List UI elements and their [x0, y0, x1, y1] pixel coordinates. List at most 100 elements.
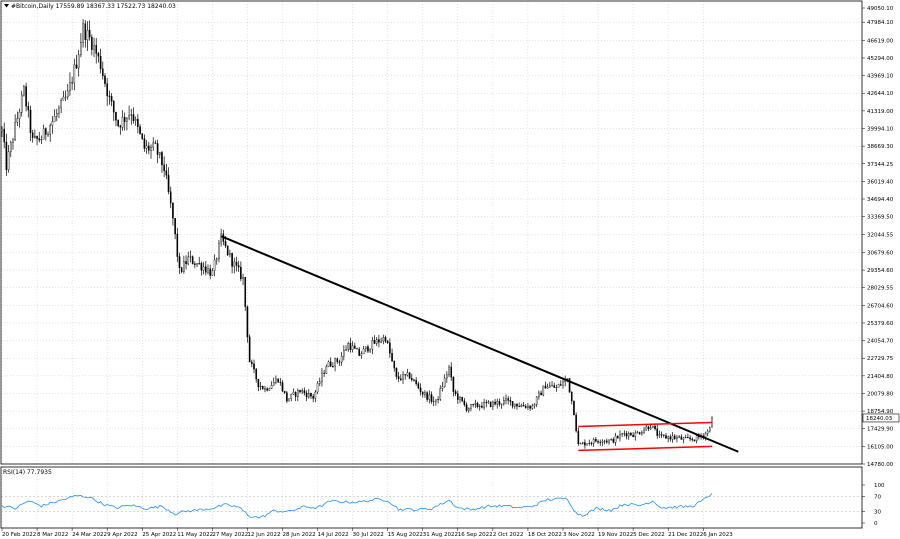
candle-body — [364, 346, 367, 350]
price-axis-label: 38669.30 — [867, 144, 894, 150]
candle-body — [457, 393, 459, 400]
candle-body — [161, 152, 163, 166]
candle-body — [599, 441, 602, 443]
candle-body — [373, 340, 376, 344]
candle-body — [557, 384, 560, 388]
candle-body — [435, 399, 437, 402]
candle-body — [334, 358, 336, 367]
time-axis-label: 12 Jun 2022 — [247, 532, 280, 538]
candle-body — [500, 403, 503, 405]
candle-body — [641, 432, 643, 435]
candle-body — [627, 433, 630, 437]
price-axis-label: 28029.55 — [867, 286, 894, 292]
candle-body — [579, 443, 582, 445]
candle-body — [481, 405, 483, 408]
candle-body — [483, 402, 485, 408]
price-axis-label: 32044.55 — [867, 232, 894, 238]
candle-body — [533, 404, 536, 407]
candle-body — [581, 442, 584, 444]
candle-body — [630, 433, 632, 436]
candle-body — [268, 388, 271, 391]
current-price-label: 18240.03 — [866, 416, 893, 422]
price-pane-title: #Bitcoin,Daily 17559.89 18367.33 17522.7… — [4, 3, 176, 10]
candle-body — [106, 83, 108, 97]
candle-body — [9, 142, 12, 152]
candle-body — [211, 270, 214, 276]
price-axis-label: 43969.10 — [867, 74, 894, 80]
candle-body — [415, 380, 417, 384]
candle-body — [632, 434, 634, 438]
candle-body — [112, 101, 115, 113]
candle-body — [680, 436, 683, 440]
candle-body — [546, 386, 549, 389]
price-pane-frame — [0, 0, 863, 465]
price-axis-label: 33369.50 — [867, 215, 894, 221]
candle-body — [513, 403, 516, 407]
candle-body — [706, 430, 709, 434]
candle-body — [393, 360, 396, 369]
candle-body — [312, 396, 314, 399]
candle-body — [467, 408, 470, 411]
candle-body — [323, 372, 325, 374]
candle-body — [389, 342, 391, 354]
candle-body — [143, 138, 146, 149]
candle-body — [636, 432, 639, 434]
candle-body — [573, 400, 575, 416]
candle-body — [634, 432, 637, 438]
annotation-lines — [220, 235, 739, 453]
candle-body — [424, 392, 426, 395]
candle-body — [237, 265, 240, 268]
candle-body — [88, 29, 91, 38]
candle-body — [248, 336, 251, 363]
candle-body — [652, 425, 654, 428]
candle-body — [709, 427, 711, 432]
time-axis-label: 3 Nov 2022 — [563, 532, 595, 538]
candle-body — [266, 388, 268, 391]
time-axis-label: 18 Oct 2022 — [528, 532, 562, 538]
candle-body — [358, 348, 360, 356]
candle-body — [336, 358, 339, 362]
candle-body — [638, 432, 641, 435]
candle-body — [662, 434, 665, 436]
candle-body — [91, 36, 93, 50]
candle-body — [240, 266, 242, 280]
candle-body — [524, 406, 527, 408]
candle-body — [643, 429, 645, 433]
rsi-axis-label: 100 — [874, 483, 885, 489]
candle-body — [529, 405, 531, 409]
candle-body — [496, 401, 499, 405]
candle-body — [658, 434, 661, 436]
candle-body — [299, 390, 301, 393]
time-axis-label: 21 Dec 2022 — [668, 532, 703, 538]
candle-body — [277, 378, 279, 383]
candle-body — [189, 256, 192, 258]
candle-body — [421, 391, 424, 395]
candle-body — [597, 441, 599, 443]
price-axis-label: 45294.00 — [867, 56, 894, 62]
candle-body — [391, 353, 393, 362]
candle-body — [288, 398, 290, 402]
price-axis-label: 39994.10 — [867, 126, 894, 132]
candle-body — [229, 253, 231, 256]
candle-body — [625, 433, 628, 437]
candle-body — [437, 399, 439, 401]
candle-body — [220, 233, 222, 244]
candle-body — [148, 145, 150, 151]
candle-body — [104, 75, 106, 84]
candle-body — [665, 435, 667, 439]
candle-body — [586, 443, 588, 446]
collapse-triangle-icon[interactable] — [4, 4, 9, 8]
candle-body — [84, 23, 87, 40]
candle-body — [487, 401, 490, 403]
candle-body — [128, 115, 130, 119]
candle-body — [667, 436, 669, 439]
candle-body — [110, 96, 113, 102]
candle-body — [121, 116, 124, 128]
candle-body — [185, 261, 187, 265]
candle-body — [562, 381, 564, 386]
candle-body — [443, 377, 446, 387]
candle-body — [616, 435, 619, 439]
candle-body — [316, 383, 319, 393]
candle-body — [55, 113, 58, 117]
candle-body — [141, 133, 144, 139]
